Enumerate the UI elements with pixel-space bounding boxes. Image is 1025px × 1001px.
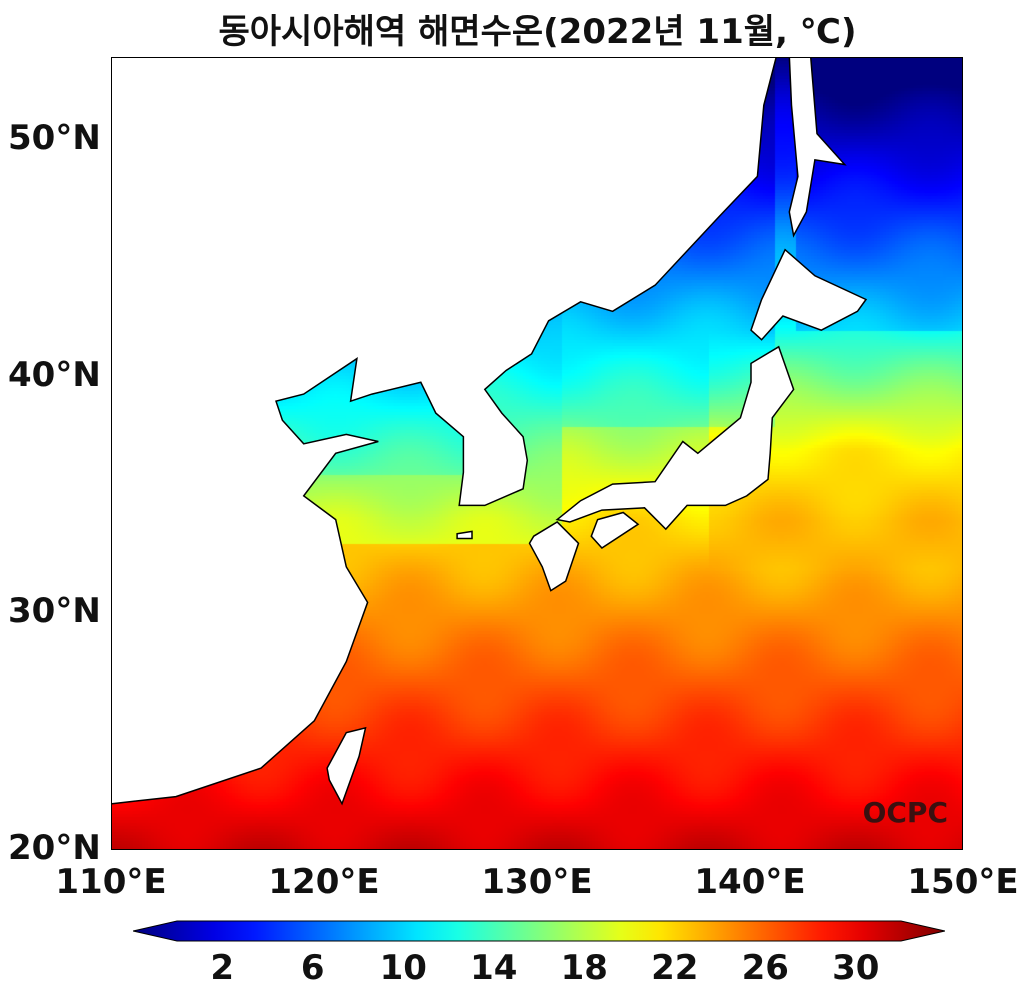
x-tick-label: 140°E <box>694 862 806 902</box>
colorbar-tick-label: 2 <box>210 948 235 988</box>
land-taiwan <box>326 726 367 806</box>
map-title: 동아시아해역 해면수온(2022년 11월, ℃) <box>218 12 857 52</box>
colorbar <box>133 920 945 942</box>
land-kyushu <box>528 521 580 592</box>
y-tick-label: 20°N <box>8 828 101 868</box>
land-jeju <box>456 530 473 540</box>
land-hokkaido <box>750 248 868 341</box>
colorbar-tick-label: 18 <box>560 948 608 988</box>
colorbar-tick-label: 6 <box>300 948 325 988</box>
colorbar-tick-label: 26 <box>741 948 789 988</box>
land-coastlines <box>112 58 868 806</box>
colorbar-tick-label: 14 <box>470 948 518 988</box>
sst-map: OCPC <box>111 57 963 850</box>
colorbar-body <box>133 920 945 942</box>
land-mainland <box>112 58 777 805</box>
colorbar-tick-label: 10 <box>379 948 427 988</box>
colorbar-tick-label: 22 <box>651 948 699 988</box>
colorbar-tick-label: 30 <box>832 948 880 988</box>
land-shikoku <box>590 511 640 549</box>
x-tick-label: 120°E <box>268 862 380 902</box>
ocpc-watermark: OCPC <box>862 796 948 829</box>
land-sakhalin <box>788 58 847 238</box>
x-tick-label: 130°E <box>481 862 593 902</box>
x-tick-label: 110°E <box>55 862 167 902</box>
y-tick-label: 30°N <box>8 591 101 632</box>
y-tick-label: 50°N <box>8 117 101 158</box>
x-tick-label: 150°E <box>907 862 1019 902</box>
land-honshu <box>555 345 795 531</box>
y-tick-label: 40°N <box>8 354 101 395</box>
